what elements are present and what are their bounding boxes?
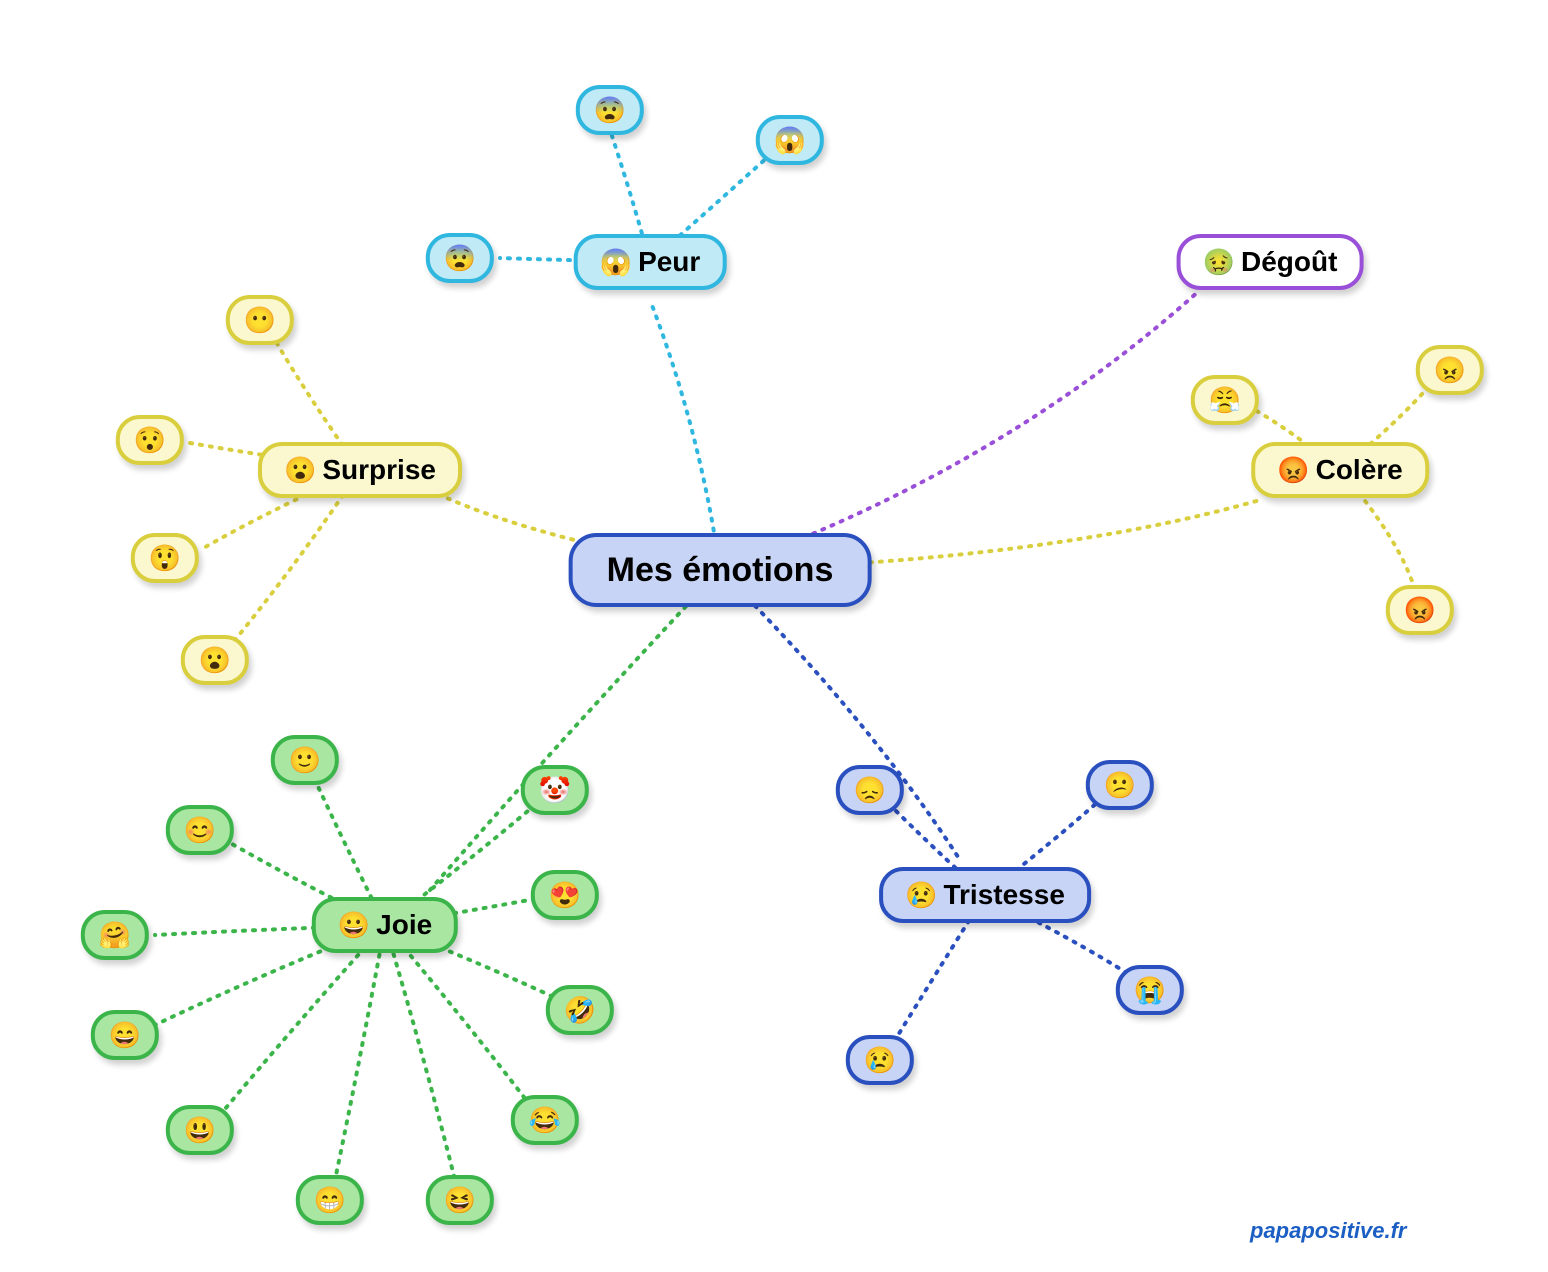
leaf-colere-2: 😡: [1386, 585, 1454, 635]
branch-peur-icon: 😱: [600, 249, 632, 275]
leaf-tristesse-2-icon: 😭: [1134, 977, 1166, 1003]
leaf-tristesse-1: 😕: [1086, 760, 1154, 810]
leaf-joie-8: 🤣: [546, 985, 614, 1035]
leaf-peur-2-icon: 😨: [444, 245, 476, 271]
attribution: papapositive.fr: [1250, 1218, 1406, 1244]
leaf-joie-2-icon: 🤗: [99, 922, 131, 948]
branch-joie: 😀Joie: [312, 897, 458, 953]
center-node: Mes émotions: [569, 533, 872, 607]
leaf-joie-3: 😄: [91, 1010, 159, 1060]
branch-surprise-label: Surprise: [322, 456, 436, 484]
leaf-joie-7-icon: 😂: [529, 1107, 561, 1133]
leaf-surprise-2: 😲: [131, 533, 199, 583]
leaf-surprise-1: 😯: [116, 415, 184, 465]
leaf-joie-4-icon: 😃: [184, 1117, 216, 1143]
leaf-tristesse-2: 😭: [1116, 965, 1184, 1015]
leaf-colere-1-icon: 😠: [1434, 357, 1466, 383]
leaf-joie-2: 🤗: [81, 910, 149, 960]
branch-colere: 😡 Colère: [1251, 442, 1429, 498]
branch-colere-label: Colère: [1316, 456, 1403, 484]
leaf-joie-0: 🙂: [271, 735, 339, 785]
leaf-joie-5: 😁: [296, 1175, 364, 1225]
leaf-peur-2: 😨: [426, 233, 494, 283]
branch-degout: 🤢Dégoût: [1177, 234, 1364, 290]
leaf-surprise-0: 😶: [226, 295, 294, 345]
leaf-colere-1: 😠: [1416, 345, 1484, 395]
leaf-joie-1-icon: 😊: [184, 817, 216, 843]
leaf-surprise-3: 😮: [181, 635, 249, 685]
leaf-peur-1: 😱: [756, 115, 824, 165]
leaf-peur-0: 😨: [576, 85, 644, 135]
leaf-surprise-0-icon: 😶: [244, 307, 276, 333]
leaf-tristesse-3: 😢: [846, 1035, 914, 1085]
leaf-peur-1-icon: 😱: [774, 127, 806, 153]
leaf-joie-10: 🤡: [521, 765, 589, 815]
branch-surprise: 😮Surprise: [258, 442, 462, 498]
leaf-joie-9: 😍: [531, 870, 599, 920]
leaf-joie-6-icon: 😆: [444, 1187, 476, 1213]
leaf-joie-3-icon: 😄: [109, 1022, 141, 1048]
branch-degout-icon: 🤢: [1203, 249, 1235, 275]
leaf-tristesse-3-icon: 😢: [864, 1047, 896, 1073]
leaf-colere-2-icon: 😡: [1404, 597, 1436, 623]
leaf-tristesse-0: 😞: [836, 765, 904, 815]
leaf-surprise-3-icon: 😮: [199, 647, 231, 673]
leaf-joie-1: 😊: [166, 805, 234, 855]
leaf-peur-0-icon: 😨: [594, 97, 626, 123]
leaf-joie-0-icon: 🙂: [289, 747, 321, 773]
leaf-surprise-2-icon: 😲: [149, 545, 181, 571]
leaf-joie-7: 😂: [511, 1095, 579, 1145]
leaf-tristesse-0-icon: 😞: [854, 777, 886, 803]
leaf-joie-4: 😃: [166, 1105, 234, 1155]
branch-tristesse-label: Tristesse: [943, 881, 1064, 909]
branch-tristesse: 😢Tristesse: [879, 867, 1091, 923]
leaf-joie-9-icon: 😍: [549, 882, 581, 908]
branch-degout-label: Dégoût: [1241, 248, 1337, 276]
branch-tristesse-icon: 😢: [905, 882, 937, 908]
leaf-joie-8-icon: 🤣: [564, 997, 596, 1023]
branch-peur: 😱Peur: [574, 234, 727, 290]
leaf-joie-6: 😆: [426, 1175, 494, 1225]
mindmap-canvas: papapositive.fr Mes émotions😱Peur😨😱😨🤢Dég…: [0, 0, 1548, 1272]
leaf-colere-0-icon: 😤: [1209, 387, 1241, 413]
leaf-joie-5-icon: 😁: [314, 1187, 346, 1213]
leaf-surprise-1-icon: 😯: [134, 427, 166, 453]
branch-peur-label: Peur: [638, 248, 700, 276]
branch-colere-icon: 😡: [1277, 457, 1309, 483]
leaf-joie-10-icon: 🤡: [539, 777, 571, 803]
leaf-colere-0: 😤: [1191, 375, 1259, 425]
leaf-tristesse-1-icon: 😕: [1104, 772, 1136, 798]
center-node-label: Mes émotions: [607, 553, 834, 587]
branch-joie-label: Joie: [376, 911, 432, 939]
branch-surprise-icon: 😮: [284, 457, 316, 483]
branch-joie-icon: 😀: [338, 912, 370, 938]
